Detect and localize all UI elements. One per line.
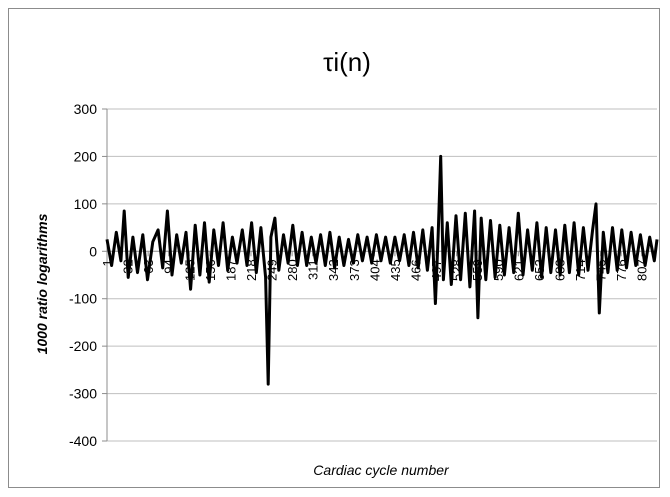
chart-frame: τi(n) 1000 ratio logarithms Cardiac cycl… — [8, 8, 660, 488]
y-tick-label: -400 — [69, 433, 97, 449]
y-tick-label: -300 — [69, 386, 97, 402]
x-tick-label: 404 — [367, 259, 382, 281]
x-tick-label: 1 — [100, 259, 115, 266]
chart-svg: τi(n) 1000 ratio logarithms Cardiac cycl… — [34, 47, 659, 478]
y-tick-label: -100 — [69, 291, 97, 307]
y-tick-label: 300 — [74, 101, 98, 117]
y-tick-label: 100 — [74, 196, 98, 212]
y-tick-labels: 300 200 100 0 -100 -200 -300 -400 — [69, 101, 97, 449]
x-tick-label: 311 — [306, 259, 321, 280]
series-line-0 — [105, 154, 659, 386]
y-tick-label: 0 — [89, 243, 97, 259]
y-tick-label: 200 — [74, 148, 98, 164]
x-axis-label: Cardiac cycle number — [313, 462, 450, 478]
chart-title: τi(n) — [323, 47, 371, 77]
x-tick-label: 373 — [347, 259, 362, 281]
x-tick-label: 342 — [326, 259, 341, 281]
x-tick-label: 249 — [265, 259, 280, 281]
series-layer — [105, 154, 659, 386]
y-tick-label: -200 — [69, 338, 97, 354]
y-axis-label: 1000 ratio logarithms — [34, 213, 50, 354]
x-tick-label: 435 — [388, 259, 403, 281]
